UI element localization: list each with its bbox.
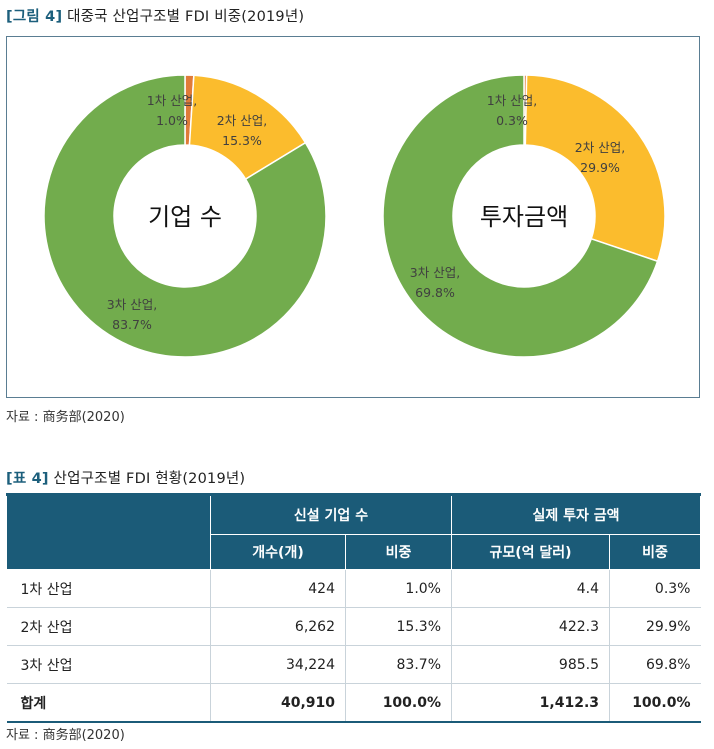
table-cell: 4.4 xyxy=(451,569,610,608)
table-cell: 1.0% xyxy=(345,569,452,608)
row-label: 3차 산업 xyxy=(6,645,211,684)
sub-header-amount: 규모(억 달러) xyxy=(451,534,610,570)
donut-slice-3 xyxy=(43,74,327,358)
table-row: 2차 산업 6,262 15.3% 422.3 29.9% xyxy=(6,607,701,646)
table-cell: 985.5 xyxy=(451,645,610,684)
figure-title-text: 대중국 산업구조별 FDI 비중(2019년) xyxy=(67,9,305,25)
donut-slice-label: 1차 산업, 1.0% xyxy=(147,93,197,128)
table-tag: [표 4] xyxy=(6,471,49,487)
table-title-text: 산업구조별 FDI 현황(2019년) xyxy=(53,471,246,487)
total-cell: 1,412.3 xyxy=(451,683,610,723)
table-total-row: 합계 40,910 100.0% 1,412.3 100.0% xyxy=(6,683,701,723)
fdi-table: 신설 기업 수 실제 투자 금액 개수(개) 비중 규모(억 달러) 비중 1차… xyxy=(6,493,701,723)
donut-slice-label: 2차 산업, 29.9% xyxy=(575,140,625,175)
donut-slice-2 xyxy=(524,74,666,263)
table-cell: 34,224 xyxy=(210,645,346,684)
table-row: 3차 산업 34,224 83.7% 985.5 69.8% xyxy=(6,645,701,684)
table-cell: 6,262 xyxy=(210,607,346,646)
figure-tag: [그림 4] xyxy=(6,9,63,25)
row-label: 2차 산업 xyxy=(6,607,211,646)
table-cell: 83.7% xyxy=(345,645,452,684)
donut-slice-3 xyxy=(382,74,659,358)
total-cell: 100.0% xyxy=(609,683,701,723)
figure-source: 자료 : 商务部(2020) xyxy=(6,410,125,425)
sub-header-share-firms: 비중 xyxy=(345,534,452,570)
table-cell: 69.8% xyxy=(609,645,701,684)
table-row: 1차 산업 424 1.0% 4.4 0.3% xyxy=(6,569,701,608)
donut-slice-label: 1차 산업, 0.3% xyxy=(487,93,537,128)
total-label: 합계 xyxy=(6,683,211,723)
row-label: 1차 산업 xyxy=(6,569,211,608)
donut-slice-label: 3차 산업, 83.7% xyxy=(107,297,157,332)
group-header-actual-investment: 실제 투자 금액 xyxy=(451,493,701,535)
table-source: 자료 : 商务部(2020) xyxy=(6,728,125,743)
table-cell: 0.3% xyxy=(609,569,701,608)
donut-charts-box: 1차 산업, 1.0% 2차 산업, 15.3% 3차 산업, 83.7% 기업 수 1차 산… xyxy=(6,36,700,398)
table-cell: 422.3 xyxy=(451,607,610,646)
table-cell: 29.9% xyxy=(609,607,701,646)
table-title: [표 4] 산업구조별 FDI 현황(2019년) xyxy=(6,467,245,488)
donut-center-title: 기업 수 xyxy=(148,203,222,231)
sub-header-share-amount: 비중 xyxy=(609,534,701,570)
donut-charts: 1차 산업, 1.0% 2차 산업, 15.3% 3차 산업, 83.7% 기업 수 1차 산… xyxy=(43,74,666,358)
table-corner-header xyxy=(6,493,211,570)
table-cell: 424 xyxy=(210,569,346,608)
donut-slice-label: 3차 산업, 69.8% xyxy=(410,265,460,300)
total-cell: 40,910 xyxy=(210,683,346,723)
sub-header-count: 개수(개) xyxy=(210,534,346,570)
donut-center-title: 투자금액 xyxy=(480,203,568,231)
figure-title: [그림 4] 대중국 산업구조별 FDI 비중(2019년) xyxy=(6,5,304,26)
total-cell: 100.0% xyxy=(345,683,452,723)
table-cell: 15.3% xyxy=(345,607,452,646)
group-header-new-firms: 신설 기업 수 xyxy=(210,493,452,535)
donut-slice-label: 2차 산업, 15.3% xyxy=(217,113,267,148)
